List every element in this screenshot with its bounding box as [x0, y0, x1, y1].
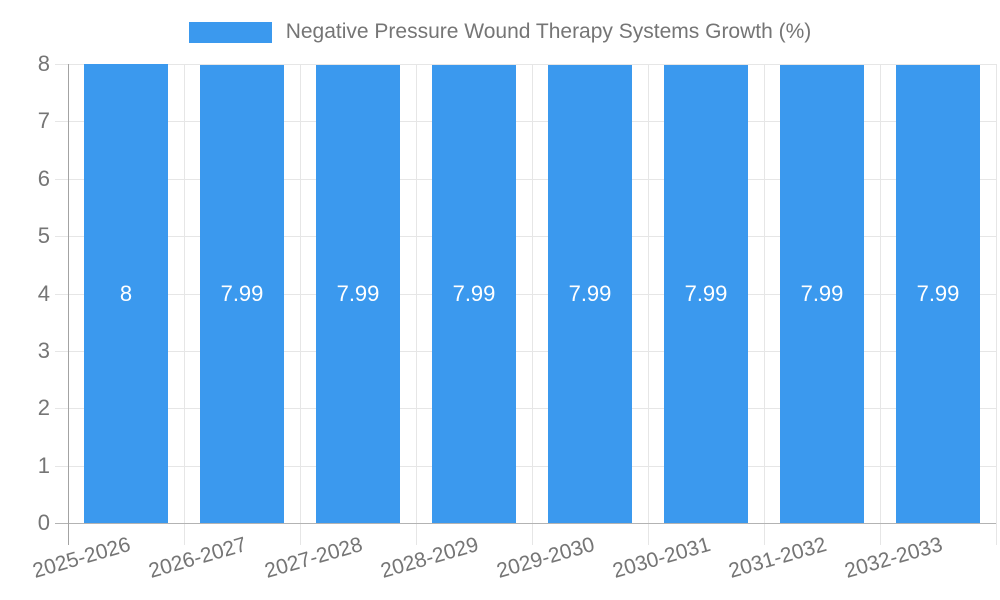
bar-value-label: 7.99 [336, 280, 380, 306]
y-tick-label: 7 [37, 108, 50, 134]
x-tick-label: 2030-2031 [609, 532, 713, 583]
bar-2025-2026[interactable] [84, 64, 168, 523]
bar-value-label: 7.99 [916, 280, 960, 306]
bar-value-label: 7.99 [800, 280, 844, 306]
gridline-vertical [996, 64, 997, 545]
y-tick-label: 6 [37, 165, 50, 191]
gridline-vertical [880, 64, 881, 545]
y-tick-label: 1 [37, 452, 50, 478]
gridline-horizontal [55, 64, 996, 65]
gridline-horizontal [55, 465, 996, 467]
y-tick-label: 0 [37, 510, 50, 535]
x-tick-label: 2026-2027 [145, 532, 249, 583]
gridline-horizontal [55, 178, 996, 180]
bar-2028-2029[interactable] [432, 64, 516, 523]
gridline-vertical [764, 64, 765, 545]
baseline [55, 523, 996, 524]
y-tick-label: 8 [37, 51, 50, 76]
bar-value-label: 8 [119, 280, 133, 306]
x-tick-label: 2025-2026 [29, 532, 133, 583]
bar-2031-2032[interactable] [780, 64, 864, 523]
x-tick-label: 2028-2029 [377, 532, 481, 583]
bar-2032-2033[interactable] [896, 64, 980, 523]
legend-swatch-icon [188, 21, 272, 43]
bar-value-label: 7.99 [684, 280, 728, 306]
gridline-horizontal [55, 408, 996, 410]
x-tick-label: 2032-2033 [841, 532, 945, 583]
y-tick-label: 2 [37, 395, 50, 421]
gridline-vertical [416, 64, 417, 545]
x-tick-label: 2031-2032 [725, 532, 829, 583]
gridline-horizontal [55, 350, 996, 352]
bar-value-label: 7.99 [568, 280, 612, 306]
gridline-vertical [300, 64, 301, 545]
gridline-horizontal [55, 293, 996, 295]
gridline-horizontal [55, 236, 996, 238]
y-axis-line [68, 64, 69, 545]
x-tick-label: 2029-2030 [493, 532, 597, 583]
gridline-vertical [532, 64, 533, 545]
y-tick-label: 5 [37, 223, 50, 249]
legend-item[interactable]: Negative Pressure Wound Therapy Systems … [0, 18, 1000, 46]
bar-2026-2027[interactable] [200, 64, 284, 523]
bar-value-label: 7.99 [220, 280, 264, 306]
y-tick-label: 4 [37, 280, 50, 306]
x-tick-label: 2027-2028 [261, 532, 365, 583]
gridline-vertical [648, 64, 649, 545]
bar-value-label: 7.99 [452, 280, 496, 306]
bar-2030-2031[interactable] [664, 64, 748, 523]
y-tick-label: 3 [37, 337, 50, 363]
gridline-vertical [184, 64, 185, 545]
bar-2027-2028[interactable] [316, 64, 400, 523]
gridline-horizontal [55, 121, 996, 123]
legend-label: Negative Pressure Wound Therapy Systems … [285, 20, 812, 43]
bar-2029-2030[interactable] [548, 64, 632, 523]
